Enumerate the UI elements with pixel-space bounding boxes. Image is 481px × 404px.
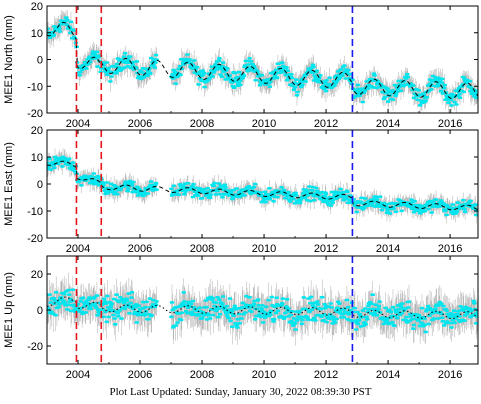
y-tick-label: -20 [27, 233, 43, 245]
x-tick-label: 2016 [438, 118, 462, 130]
x-tick-label: 2006 [128, 369, 152, 381]
y-tick-label: -10 [27, 206, 43, 218]
y-tick-label: 10 [31, 28, 43, 40]
plot-area [47, 272, 478, 346]
y-tick-label: 0 [37, 305, 43, 317]
data-points [47, 155, 478, 217]
y-tick-label: 10 [31, 152, 43, 164]
y-tick-label: 20 [31, 125, 43, 137]
x-tick-label: 2010 [252, 118, 276, 130]
y-tick-label: -20 [27, 341, 43, 353]
panel-1: 2004 2006 2008 2010 2012 2014 2016 -20 -10 0 10 20 M… [3, 1, 479, 130]
panel-2: 2004 2006 2008 2010 2012 2014 2016 -20 -10 0 10 20 M… [3, 125, 479, 255]
x-tick-label: 2004 [66, 118, 90, 130]
x-tick-label: 2004 [66, 369, 90, 381]
x-tick-label: 2014 [376, 369, 400, 381]
x-tick-label: 2012 [314, 243, 338, 255]
y-tick-label: -20 [27, 108, 43, 120]
x-tick-label: 2006 [128, 118, 152, 130]
x-tick-label: 2010 [252, 243, 276, 255]
error-bars [47, 9, 478, 113]
plot-area [47, 148, 478, 224]
y-tick-label: 20 [31, 269, 43, 281]
x-tick-label: 2016 [438, 369, 462, 381]
y-axis-label: MEE1 Up (mm) [3, 272, 15, 348]
x-tick-label: 2012 [314, 369, 338, 381]
y-axis-label: MEE1 East (mm) [3, 142, 15, 226]
x-tick-label: 2016 [438, 243, 462, 255]
x-tick-label: 2012 [314, 118, 338, 130]
data-points [47, 288, 478, 334]
y-tick-label: -10 [27, 81, 43, 93]
model-fit-line [47, 296, 478, 320]
y-axis-label: MEE1 North (mm) [3, 15, 15, 104]
x-tick-label: 2008 [190, 118, 214, 130]
x-tick-label: 2014 [376, 118, 400, 130]
y-tick-label: 20 [31, 1, 43, 13]
plot-last-updated: Plot Last Updated: Sunday, January 30, 2… [109, 386, 372, 398]
x-tick-label: 2014 [376, 243, 400, 255]
x-tick-label: 2006 [128, 243, 152, 255]
x-tick-label: 2008 [190, 243, 214, 255]
x-tick-label: 2004 [66, 243, 90, 255]
panel-3: 2004 2006 2008 2010 2012 2014 2016 -20 0 20 MEE1 U… [3, 255, 479, 381]
y-tick-label: 0 [37, 179, 43, 191]
y-tick-label: 0 [37, 55, 43, 67]
x-tick-label: 2010 [252, 369, 276, 381]
x-tick-label: 2008 [190, 369, 214, 381]
plot-area [47, 9, 478, 113]
